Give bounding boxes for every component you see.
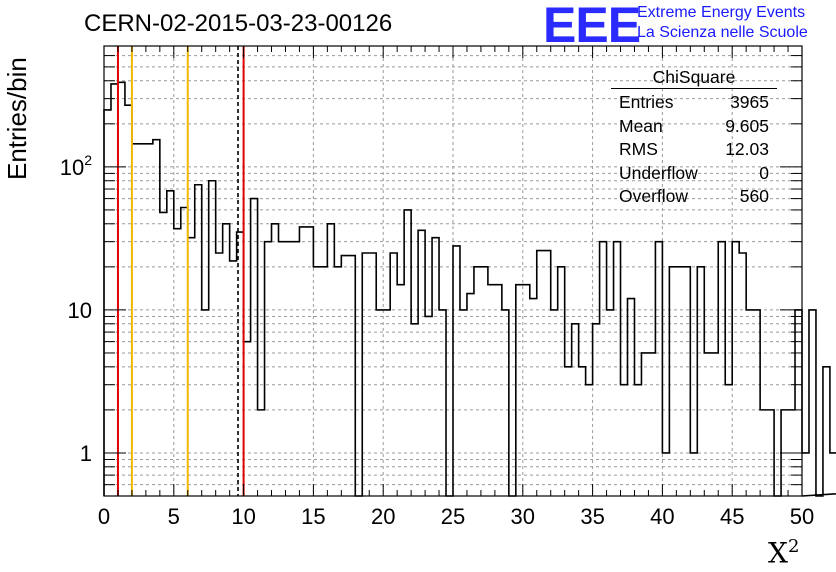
stats-title: ChiSquare [611,66,777,89]
axis-ticks: 0 5 10 15 20 25 30 35 40 45 50 1 10 102 [60,45,814,529]
chart-title: CERN-02-2015-03-23-00126 [84,10,393,37]
x-tick-label: 45 [720,504,744,529]
stats-row: Overflow 560 [611,185,777,209]
y-tick-label: 10 [68,298,92,323]
stats-label: RMS [619,139,658,160]
x-tick-label: 20 [371,504,395,529]
x-tick-label: 15 [301,504,325,529]
stats-label: Mean [619,115,663,136]
x-axis-label: X2 [768,536,800,570]
stats-value: 0 [759,162,769,183]
stats-row: RMS 12.03 [611,138,777,162]
stats-label: Entries [619,92,674,112]
x-tick-label: 0 [98,504,110,529]
x-tick-label: 35 [580,504,604,529]
stats-label: Underflow [619,162,698,183]
stats-value: 560 [739,186,769,207]
marker-lines [116,46,245,496]
stats-value: 3965 [730,92,769,112]
stats-value: 12.03 [725,139,769,160]
stats-value: 9.605 [725,115,769,136]
stats-row: Entries 3965 [611,91,777,115]
logo-line-2: La Scienza nelle Scuole [637,24,808,41]
logo-line-1: Extreme Energy Events [637,4,806,21]
x-tick-label: 50 [790,504,814,529]
histogram-bars [103,81,836,497]
x-tick-label: 5 [168,504,180,529]
y-axis-label: Entries/bin [2,57,32,180]
histogram-line [103,81,836,497]
x-tick-label: 25 [441,504,465,529]
x-tick-label: 10 [231,504,255,529]
eee-logo: EEE [543,0,641,53]
x-tick-label: 30 [511,504,535,529]
y-tick-label: 102 [60,152,92,180]
stats-label: Overflow [619,186,689,207]
y-tick-label: 1 [80,441,92,466]
stats-row: Mean 9.605 [611,115,777,139]
stats-row: Underflow 0 [611,162,777,186]
x-tick-label: 40 [650,504,674,529]
stats-box: ChiSquare Entries 3965 Mean 9.605 RMS 12.03 Un… [611,66,777,209]
